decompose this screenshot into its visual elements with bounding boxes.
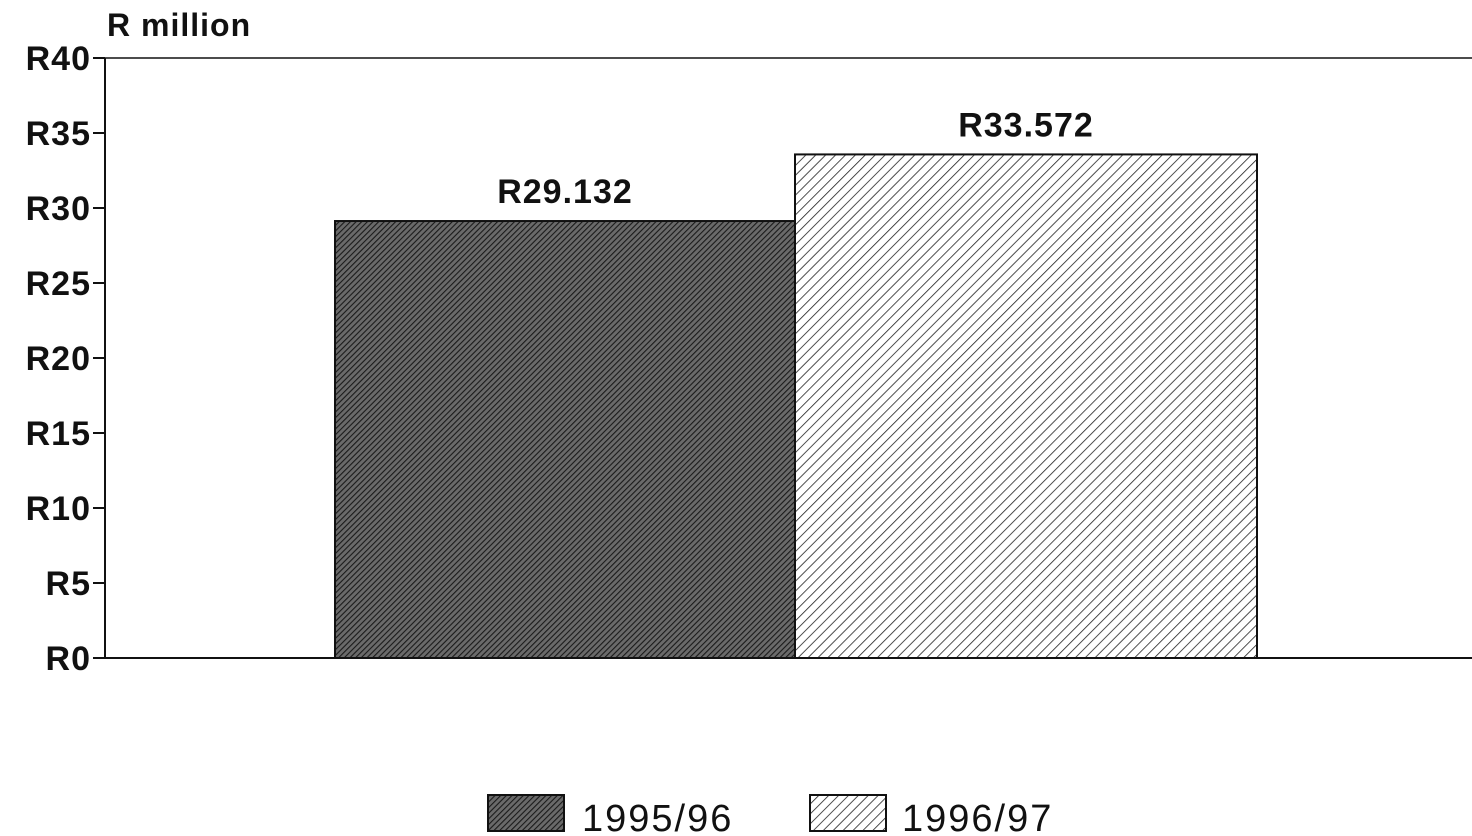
bar-1996-97 bbox=[794, 153, 1258, 659]
legend-label: 1995/96 bbox=[582, 798, 733, 836]
legend-swatch-1996-97 bbox=[809, 794, 887, 832]
bar-value-label: R29.132 bbox=[497, 173, 633, 211]
bars bbox=[334, 153, 1258, 660]
bar-1995-96 bbox=[334, 220, 796, 660]
y-axis-unit-label: R million bbox=[107, 7, 251, 43]
y-tick-label: R30 bbox=[26, 190, 91, 228]
y-tick-label: R0 bbox=[46, 640, 91, 678]
legend-label: 1996/97 bbox=[902, 798, 1053, 836]
y-tick-label: R10 bbox=[26, 490, 91, 528]
y-axis-ticks: R0 R5 R10 R15 R20 R25 R30 R35 R40 bbox=[26, 40, 105, 678]
y-tick-label: R15 bbox=[26, 415, 91, 453]
y-tick-label: R25 bbox=[26, 265, 91, 303]
y-tick-label: R20 bbox=[26, 340, 91, 378]
legend-swatch-1995-96 bbox=[487, 794, 565, 832]
bar-data-labels: R29.132 R33.572 bbox=[497, 106, 1094, 211]
legend: 1995/96 1996/97 bbox=[487, 794, 1053, 836]
y-tick-label: R40 bbox=[26, 40, 91, 78]
bar-value-label: R33.572 bbox=[958, 106, 1094, 144]
y-tick-label: R5 bbox=[46, 565, 91, 603]
y-tick-label: R35 bbox=[26, 115, 91, 153]
